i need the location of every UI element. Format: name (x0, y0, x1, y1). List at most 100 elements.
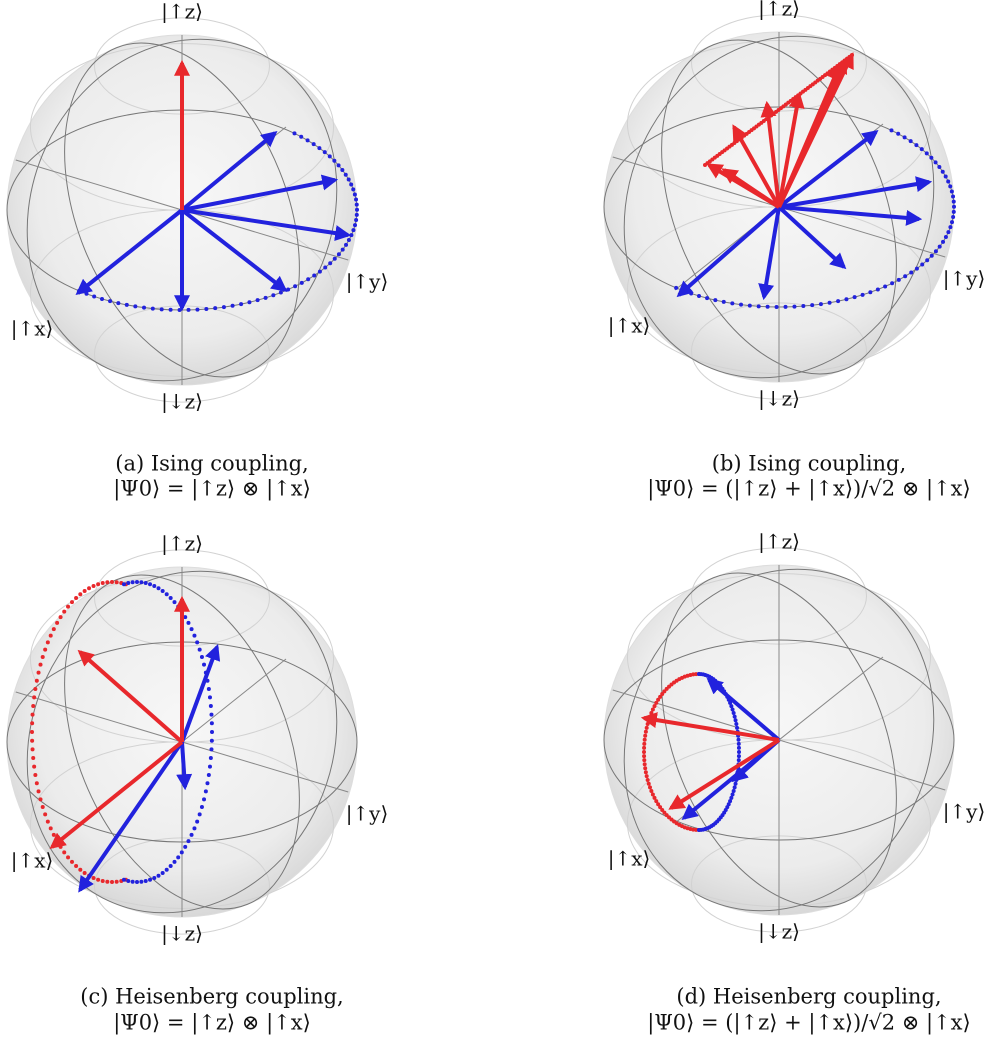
trajectory-dot (323, 265, 327, 269)
trajectory-dot (32, 765, 36, 769)
caption: |Ψ0⟩ = (|↑z⟩ + |↑x⟩)/√2 ⊗ |↑x⟩ (647, 1011, 970, 1036)
trajectory-dot (190, 833, 194, 837)
axis-label: |↓z⟩ (161, 390, 203, 415)
trajectory-dot (126, 879, 130, 883)
trajectory-dot (101, 581, 105, 585)
trajectory-dot (697, 828, 701, 832)
trajectory-dot (35, 679, 39, 683)
trajectory-dot (938, 245, 942, 249)
axis-label: |↑y⟩ (943, 800, 986, 825)
trajectory-dot (110, 880, 114, 884)
trajectory-dot (646, 778, 650, 782)
trajectory-dot (209, 713, 213, 717)
trajectory-dot (173, 600, 177, 604)
trajectory-dot (801, 304, 805, 308)
trajectory-dot (209, 704, 213, 708)
axis-label: |↑z⟩ (161, 0, 203, 25)
trajectory-dot (642, 746, 646, 750)
trajectory-dot (748, 304, 752, 308)
caption: (d) Heisenberg coupling, (676, 985, 941, 1009)
trajectory-dot (649, 711, 653, 715)
trajectory-dot (347, 238, 351, 242)
trajectory-dot (264, 296, 268, 300)
trajectory-dot (689, 291, 693, 295)
trajectory-dot (85, 292, 89, 296)
trajectory-dot (200, 655, 204, 659)
trajectory-dot (92, 876, 96, 880)
trajectory-dot (161, 871, 165, 875)
trajectory-dot (59, 845, 63, 849)
trajectory-dot (354, 218, 358, 222)
trajectory-dot (135, 880, 139, 884)
trajectory-dot (176, 855, 180, 859)
trajectory-dot (293, 284, 297, 288)
caption: |Ψ0⟩ = |↑z⟩ ⊗ |↑x⟩ (113, 1011, 311, 1036)
trajectory-dot (74, 864, 78, 868)
trajectory-dot (122, 878, 126, 882)
trajectory-dot (204, 307, 208, 311)
trajectory-dot (733, 715, 737, 719)
trajectory-dot (286, 288, 290, 292)
trajectory-dot (722, 300, 726, 304)
trajectory-dot (186, 839, 190, 843)
axis-label: |↓z⟩ (758, 920, 800, 945)
trajectory-dot (32, 695, 36, 699)
trajectory-dot (642, 742, 646, 746)
axis-label: |↑y⟩ (943, 267, 986, 292)
bloch-sphere (569, 0, 989, 429)
trajectory-dot (173, 860, 177, 864)
trajectory-dot (328, 154, 332, 158)
trajectory-dot (948, 225, 952, 229)
trajectory-dot (351, 187, 355, 191)
trajectory-dot (737, 754, 741, 758)
trajectory-dot (642, 754, 646, 758)
trajectory-dot (31, 747, 35, 751)
trajectory-dot (896, 132, 900, 136)
trajectory-dot (239, 302, 243, 306)
trajectory-dot (178, 308, 182, 312)
trajectory-dot (210, 730, 214, 734)
trajectory-dot (705, 296, 709, 300)
trajectory-dot (83, 871, 87, 875)
trajectory-dot (202, 797, 206, 801)
trajectory-dot (766, 305, 770, 309)
trajectory-dot (35, 781, 39, 785)
trajectory-dot (647, 782, 651, 786)
trajectory-dot (318, 270, 322, 274)
trajectory-dot (49, 634, 53, 638)
trajectory-dot (903, 135, 907, 139)
trajectory-dot (195, 308, 199, 312)
trajectory-dot (74, 596, 78, 600)
axis-label: |↓z⟩ (161, 922, 203, 947)
trajectory-dot (317, 146, 321, 150)
trajectory-dot (37, 671, 41, 675)
trajectory-dot (323, 150, 327, 154)
trajectory-dot (59, 615, 63, 619)
trajectory-dot (96, 878, 100, 882)
trajectory-dot (645, 774, 649, 778)
trajectory-dot (49, 826, 53, 830)
trajectory-dot (351, 228, 355, 232)
trajectory-dot (354, 198, 358, 202)
trajectory-dot (43, 648, 47, 652)
trajectory-dot (78, 592, 82, 596)
trajectory-dot (115, 880, 119, 884)
trajectory-dot (644, 730, 648, 734)
trajectory-dot (222, 305, 226, 309)
trajectory-dot (810, 303, 814, 307)
trajectory-dot (934, 249, 938, 253)
trajectory-dot (946, 179, 950, 183)
trajectory-dot (646, 722, 650, 726)
trajectory-dot (930, 254, 934, 258)
trajectory-dot (135, 580, 139, 584)
trajectory-dot (190, 627, 194, 631)
trajectory-dot (643, 766, 647, 770)
trajectory-dot (340, 168, 344, 172)
trajectory-dot (349, 233, 353, 237)
trajectory-dot (730, 301, 734, 305)
trajectory-dot (946, 230, 950, 234)
trajectory-dot (30, 721, 34, 725)
trajectory-dot (733, 785, 737, 789)
trajectory-dot (87, 586, 91, 590)
trajectory-dot (66, 605, 70, 609)
